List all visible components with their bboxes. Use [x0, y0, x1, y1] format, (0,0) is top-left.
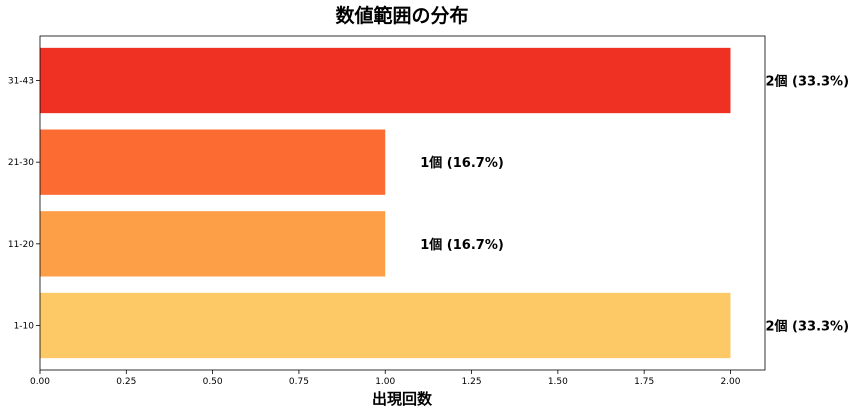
y-tick-label: 1-10 — [14, 321, 35, 331]
bar-value-label: 2個 (33.3%) — [765, 318, 848, 334]
x-tick-label: 1.25 — [462, 377, 482, 387]
x-tick-label: 2.00 — [720, 377, 740, 387]
bar — [40, 211, 386, 277]
chart-title: 数値範囲の分布 — [335, 4, 468, 27]
bar-value-label: 1個 (16.7%) — [420, 155, 504, 171]
y-tick-label: 31-43 — [8, 77, 34, 87]
x-axis-label: 出現回数 — [372, 390, 433, 408]
x-tick-label: 1.75 — [634, 377, 654, 387]
x-tick-label: 1.50 — [548, 377, 568, 387]
y-tick-label: 11-20 — [8, 240, 34, 250]
x-tick-label: 1.00 — [375, 377, 395, 387]
x-tick-label: 0.50 — [203, 377, 223, 387]
bar — [40, 47, 731, 114]
x-tick-label: 0.25 — [116, 377, 136, 387]
bar-value-label: 1個 (16.7%) — [420, 237, 504, 253]
bar — [40, 292, 731, 359]
x-tick-label: 0.00 — [30, 377, 50, 387]
y-tick-label: 21-30 — [8, 158, 34, 168]
bar — [40, 129, 386, 195]
bar-value-label: 2個 (33.3%) — [765, 74, 848, 90]
x-tick-label: 0.75 — [289, 377, 309, 387]
plot-area: 2個 (33.3%) 1-10 1個 (16.7%) 11-20 1個 (16.7%) 2… — [8, 35, 848, 387]
axes-frame — [39, 35, 766, 371]
